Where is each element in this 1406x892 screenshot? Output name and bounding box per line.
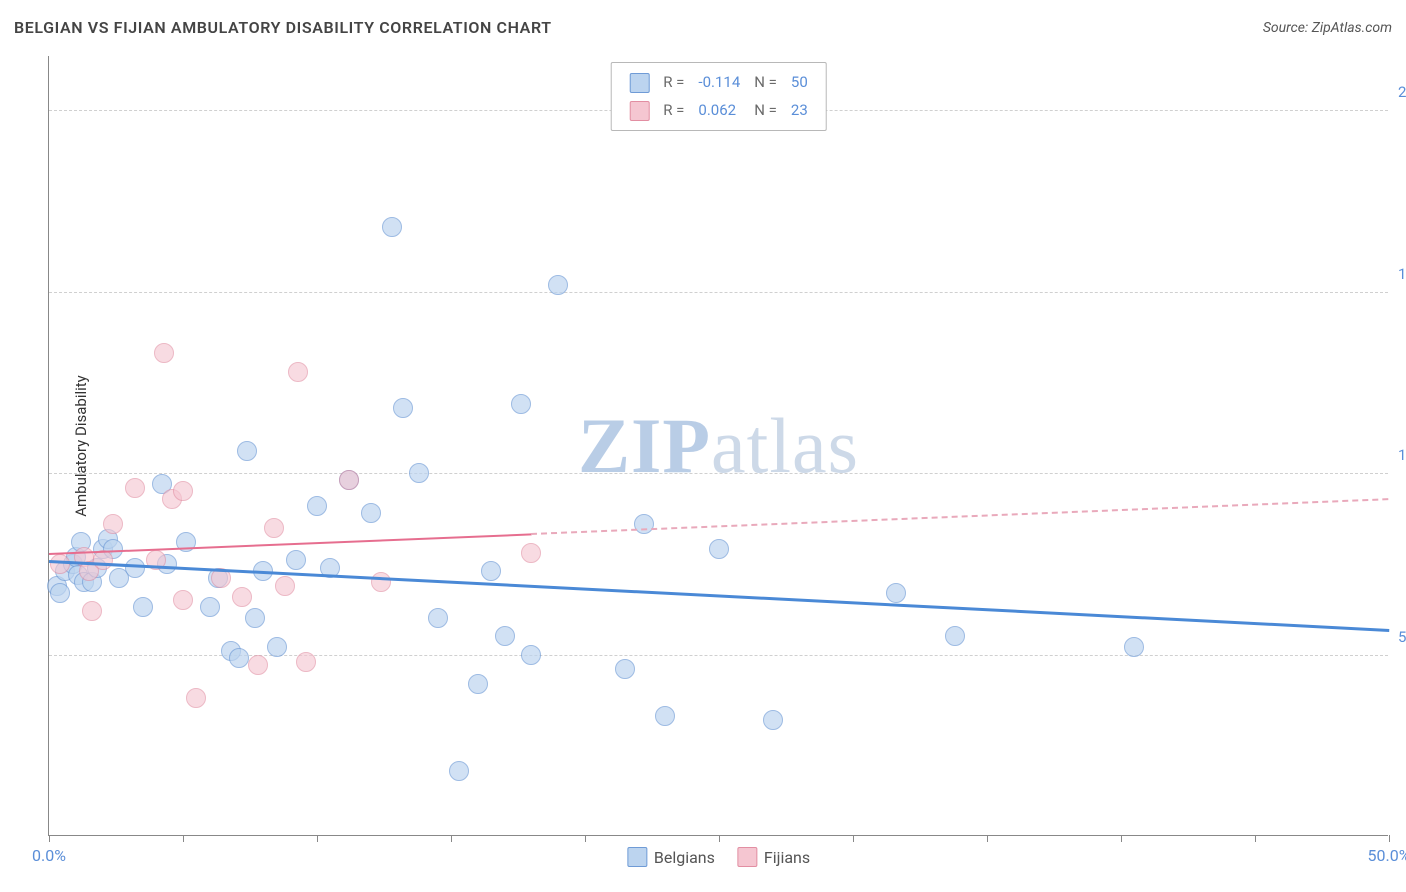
- data-point-belgians: [655, 706, 675, 726]
- y-tick-label: 10.0%: [1390, 446, 1406, 464]
- legend-swatch-belgians: [629, 73, 649, 93]
- data-point-fijians: [264, 518, 284, 538]
- legend-r-label: R =: [657, 98, 690, 124]
- data-point-belgians: [615, 659, 635, 679]
- data-point-belgians: [886, 583, 906, 603]
- data-point-belgians: [237, 441, 257, 461]
- data-point-fijians: [232, 587, 252, 607]
- data-point-belgians: [267, 637, 287, 657]
- data-point-belgians: [382, 217, 402, 237]
- data-point-fijians: [173, 481, 193, 501]
- y-tick-label: 20.0%: [1390, 83, 1406, 101]
- legend-bottom: Belgians Fijians: [627, 847, 810, 867]
- data-point-belgians: [449, 761, 469, 781]
- data-point-belgians: [763, 710, 783, 730]
- data-point-belgians: [428, 608, 448, 628]
- legend-n-value-fijians: 23: [785, 98, 814, 124]
- x-tick: [317, 835, 318, 842]
- data-point-belgians: [229, 648, 249, 668]
- gridline: [49, 292, 1388, 293]
- gridline: [49, 655, 1388, 656]
- data-point-fijians: [103, 514, 123, 534]
- legend-bottom-item-belgians: Belgians: [627, 847, 715, 867]
- data-point-belgians: [548, 275, 568, 295]
- data-point-belgians: [200, 597, 220, 617]
- legend-n-label: N =: [748, 98, 783, 124]
- data-point-belgians: [468, 674, 488, 694]
- x-tick: [1255, 835, 1256, 842]
- data-point-fijians: [248, 655, 268, 675]
- chart-title: BELGIAN VS FIJIAN AMBULATORY DISABILITY …: [14, 18, 552, 37]
- data-point-fijians: [371, 572, 391, 592]
- data-point-belgians: [50, 583, 70, 603]
- legend-label-belgians: Belgians: [654, 848, 715, 867]
- legend-top-row-belgians: R =-0.114N =50: [623, 70, 814, 96]
- x-tick: [183, 835, 184, 842]
- data-point-belgians: [481, 561, 501, 581]
- x-tick: [585, 835, 586, 842]
- data-point-belgians: [286, 550, 306, 570]
- data-point-belgians: [511, 394, 531, 414]
- data-point-belgians: [945, 626, 965, 646]
- x-tick: [987, 835, 988, 842]
- regression-line: [531, 499, 1389, 536]
- x-tick: [451, 835, 452, 842]
- legend-top-row-fijians: R =0.062N =23: [623, 98, 814, 124]
- legend-n-value-belgians: 50: [785, 70, 814, 96]
- x-tick-label: 50.0%: [1368, 846, 1406, 865]
- legend-label-fijians: Fijians: [764, 848, 810, 867]
- gridline: [49, 473, 1388, 474]
- data-point-belgians: [495, 626, 515, 646]
- y-tick-label: 5.0%: [1390, 628, 1406, 646]
- data-point-fijians: [82, 601, 102, 621]
- legend-swatch-fijians: [629, 101, 649, 121]
- legend-bottom-item-fijians: Fijians: [737, 847, 810, 867]
- data-point-belgians: [361, 503, 381, 523]
- data-point-fijians: [288, 362, 308, 382]
- data-point-belgians: [521, 645, 541, 665]
- data-point-belgians: [393, 398, 413, 418]
- x-tick: [49, 835, 50, 842]
- legend-swatch-fijians: [737, 847, 757, 867]
- data-point-fijians: [296, 652, 316, 672]
- legend-r-value-belgians: -0.114: [692, 70, 746, 96]
- x-tick-label: 0.0%: [32, 846, 66, 865]
- y-tick-label: 15.0%: [1390, 265, 1406, 283]
- legend-r-value-fijians: 0.062: [692, 98, 746, 124]
- legend-n-label: N =: [748, 70, 783, 96]
- scatter-plot: ZIPatlas 5.0%10.0%15.0%20.0% R =-0.114N …: [48, 56, 1388, 836]
- data-point-belgians: [709, 539, 729, 559]
- data-point-fijians: [125, 478, 145, 498]
- data-point-belgians: [1124, 637, 1144, 657]
- data-point-fijians: [154, 343, 174, 363]
- data-point-belgians: [133, 597, 153, 617]
- source-label: Source: ZipAtlas.com: [1263, 20, 1392, 36]
- data-point-fijians: [186, 688, 206, 708]
- x-tick: [719, 835, 720, 842]
- data-point-fijians: [521, 543, 541, 563]
- legend-swatch-belgians: [627, 847, 647, 867]
- data-point-belgians: [307, 496, 327, 516]
- legend-r-label: R =: [657, 70, 690, 96]
- data-point-belgians: [634, 514, 654, 534]
- data-point-fijians: [275, 576, 295, 596]
- x-tick: [1389, 835, 1390, 842]
- watermark: ZIPatlas: [578, 401, 859, 491]
- data-point-fijians: [93, 550, 113, 570]
- data-point-belgians: [409, 463, 429, 483]
- data-point-fijians: [339, 470, 359, 490]
- x-tick: [1121, 835, 1122, 842]
- data-point-belgians: [245, 608, 265, 628]
- data-point-fijians: [173, 590, 193, 610]
- legend-top: R =-0.114N =50R =0.062N =23: [610, 62, 827, 131]
- x-tick: [853, 835, 854, 842]
